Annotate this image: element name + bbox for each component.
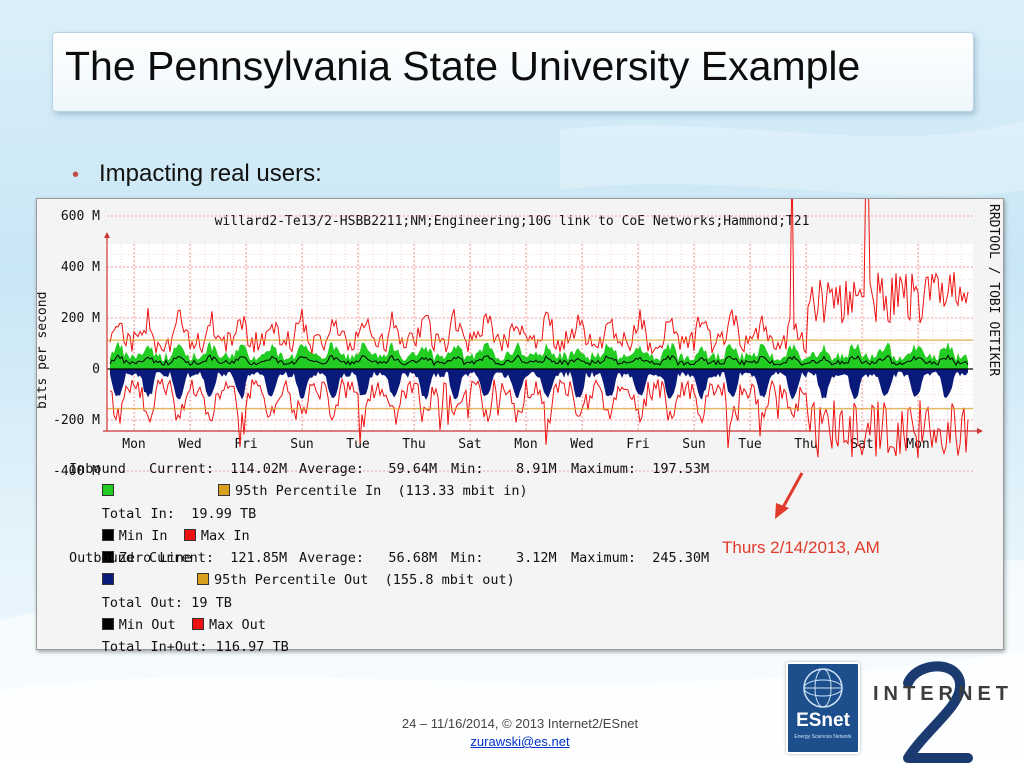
y-tick-label: 200 M	[61, 311, 100, 326]
inbound-min: Min: 8.91M	[451, 461, 557, 477]
inbound-max: Maximum: 197.53M	[571, 461, 710, 477]
outbound-swatch	[101, 573, 114, 586]
y-tick-label: 600 M	[61, 209, 100, 224]
graph-canvas: willard2-Te13/2-HSBB2211;NM;Engineering;…	[37, 199, 1001, 479]
legend-min-max-in: Min In Max In	[53, 503, 289, 544]
x-tick-label: Thu	[402, 437, 425, 452]
footer-text: 24 – 11/16/2014, © 2013 Internet2/ESnet	[401, 716, 639, 731]
y-tick-label: 0	[92, 362, 100, 377]
max-in-swatch	[183, 528, 196, 541]
inbound-area	[110, 341, 968, 369]
x-tick-label: Fri	[234, 437, 257, 452]
slide-title: The Pennsylvania State University Exampl…	[65, 43, 861, 89]
outbound-average: Average: 56.68M	[299, 550, 438, 567]
y-tick-label: -200 M	[53, 413, 100, 428]
min-in: Min In	[118, 527, 168, 544]
max-out-line	[109, 377, 969, 459]
esnet-logo-subtitle: Energy Sciences Network	[794, 734, 852, 740]
footer-email-link[interactable]: zurawski@es.net	[470, 734, 570, 749]
x-tick-label: Sun	[290, 437, 313, 452]
inbound-swatch	[101, 484, 114, 497]
y-tick-label: 400 M	[61, 260, 100, 275]
esnet-logo-text: ESnet	[796, 710, 850, 731]
plot-grid	[106, 215, 973, 472]
x-tick-label: Tue	[738, 437, 762, 452]
inbound-current: Current: 114.02M	[149, 461, 288, 477]
x-tick-label: Sun	[682, 437, 705, 452]
total-inout: Total In+Out: 116.97 TB	[101, 639, 289, 656]
outbound-current: Current: 121.85M	[149, 550, 288, 567]
bullet-text: Impacting real users:	[99, 160, 322, 187]
min-in-swatch	[101, 528, 114, 541]
min-in-line	[109, 354, 969, 367]
x-tick-label: Sat	[850, 437, 873, 452]
x-tick-label: Wed	[570, 437, 593, 452]
internet2-logo-text: INTERNET	[873, 683, 1013, 705]
min-out-swatch	[101, 618, 114, 631]
annotation-text: Thurs 2/14/2013, AM	[722, 538, 880, 557]
pct-out: 95th Percentile Out (155.8 mbit out)	[214, 572, 515, 589]
inbound-label: Inbound	[69, 461, 126, 477]
x-tick-label: Mon	[514, 437, 537, 452]
x-tick-label: Tue	[346, 437, 370, 452]
graph-side-label: RRDTOOL / TOBI OETIKER	[986, 204, 1001, 376]
x-tick-label: Wed	[178, 437, 201, 452]
globe-icon	[803, 668, 843, 708]
outbound-min: Min: 3.12M	[451, 550, 557, 567]
esnet-logo: ESnet Energy Sciences Network	[786, 662, 860, 754]
x-axis-ticks: Mon Wed Fri Sun Tue Thu Sat Mon Wed Fri Sun Tue Thu S…	[122, 437, 929, 452]
max-out: Max Out	[208, 617, 266, 634]
legend-zero-line: Zero Line	[53, 525, 289, 566]
bullet-item: • Impacting real users:	[72, 160, 322, 188]
legend-total-in: Total In: 19.99 TB 95th Percentile In (11…	[53, 480, 528, 521]
outbound-max: Maximum: 245.30M	[571, 550, 710, 567]
legend-min-max-out: Min Out Max Out	[53, 592, 289, 633]
min-out: Min Out	[118, 617, 176, 634]
x-tick-label: Mon	[122, 437, 145, 452]
zero-line-swatch	[101, 551, 114, 564]
pct-in: 95th Percentile In (113.33 mbit in)	[235, 483, 528, 500]
y-tick-label: -400 M	[53, 464, 100, 479]
x-tick-label: Fri	[626, 437, 649, 452]
graph-title: willard2-Te13/2-HSBB2211;NM;Engineering;…	[215, 214, 810, 229]
graph-legend: Inbound Current: 114.02M Average: 59.64M Mi…	[53, 458, 709, 655]
y-axis-label: bits per second	[37, 292, 50, 409]
total-in: Total In: 19.99 TB	[101, 505, 257, 522]
mrtg-graph: willard2-Te13/2-HSBB2211;NM;Engineering;…	[36, 198, 1004, 655]
max-out-swatch	[191, 618, 204, 631]
legend-total-inout: Total In+Out: 116.97 TB	[53, 614, 289, 655]
inbound-average: Average: 59.64M	[299, 461, 438, 477]
outbound-label: Outbound	[69, 550, 135, 567]
internet2-two-icon	[903, 661, 973, 763]
legend-outbound: Outbound Current: 121.85M Average: 56.68M M…	[53, 547, 709, 586]
traffic-traces	[107, 199, 973, 459]
x-tick-label: Sat	[458, 437, 481, 452]
total-out: Total Out: 19 TB	[101, 594, 232, 611]
x-tick-label: Thu	[794, 437, 817, 452]
pct-in-swatch	[218, 484, 230, 497]
zero-line: Zero Line	[118, 550, 192, 567]
legend-total-out: Total Out: 19 TB 95th Percentile Out (155…	[53, 569, 515, 610]
axes	[103, 232, 983, 434]
bullet-icon: •	[72, 164, 80, 186]
pct-out-swatch	[197, 573, 209, 586]
legend-inbound: Inbound Current: 114.02M Average: 59.64M Mi…	[53, 458, 709, 497]
outbound-area	[110, 369, 968, 400]
title-box: The Pennsylvania State University Exampl…	[52, 32, 974, 112]
max-in: Max In	[200, 527, 250, 544]
footer: 24 – 11/16/2014, © 2013 Internet2/ESnet …	[0, 716, 1024, 749]
